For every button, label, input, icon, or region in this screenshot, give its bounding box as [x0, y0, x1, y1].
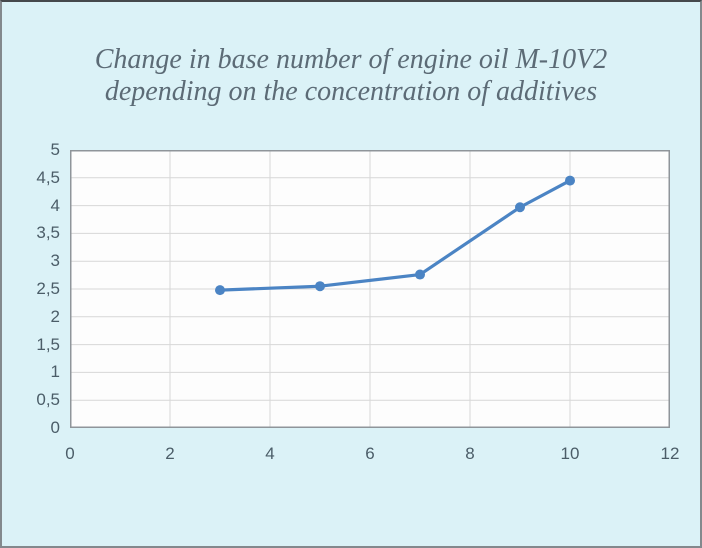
data-point-marker — [515, 202, 525, 213]
y-tick-label: 0 — [50, 418, 60, 437]
x-tick-label: 2 — [165, 444, 175, 463]
y-tick-label: 1 — [50, 362, 60, 382]
y-tick-label: 4,5 — [36, 167, 60, 187]
x-tick-label: 6 — [365, 444, 375, 463]
y-tick-label: 4 — [50, 195, 60, 215]
chart-title-line1: Change in base number of engine oil M-10… — [94, 44, 608, 75]
plot-frame — [70, 150, 670, 428]
y-tick-label: 2,5 — [36, 279, 60, 298]
y-tick-label: 5 — [50, 140, 60, 159]
y-tick-label: 3 — [50, 251, 60, 271]
line-chart-svg — [70, 150, 670, 428]
chart-title-line2: depending on the concentration of additi… — [104, 76, 598, 107]
data-point-marker — [215, 285, 225, 296]
x-tick-label: 12 — [660, 444, 680, 463]
y-tick-label: 3,5 — [36, 223, 60, 243]
y-tick-label: 0,5 — [36, 390, 60, 410]
x-tick-label: 8 — [465, 444, 475, 463]
chart-title: Change in base number of engine oil M-10… — [2, 44, 700, 108]
y-tick-label: 1,5 — [36, 334, 60, 354]
x-tick-label: 4 — [265, 444, 275, 463]
x-tick-label: 10 — [560, 444, 580, 463]
y-tick-label: 2 — [50, 306, 60, 326]
data-point-marker — [565, 175, 575, 186]
data-point-marker — [415, 269, 425, 280]
x-tick-label: 0 — [65, 444, 75, 463]
data-point-marker — [315, 281, 325, 292]
